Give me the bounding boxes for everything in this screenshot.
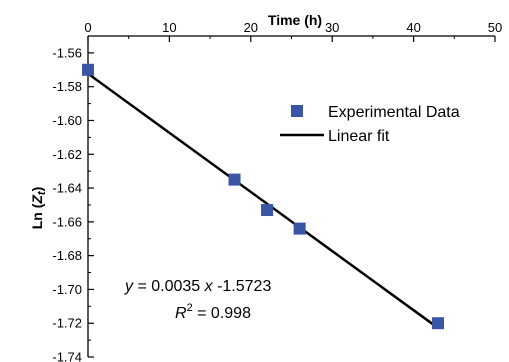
legend: Experimental Data Linear fit (280, 104, 460, 145)
y-tick-label: -1.74 (52, 350, 82, 362)
y-tick-label: -1.70 (52, 282, 82, 297)
legend-marker-experimental (291, 105, 303, 117)
x-tick-label: 50 (488, 20, 502, 35)
fit-layer (87, 72, 439, 329)
y-tick-label: -1.62 (52, 147, 82, 162)
y-tick-label: -1.72 (52, 316, 82, 331)
fit-equation-y: y (124, 278, 134, 295)
y-tick-label: -1.58 (52, 79, 82, 94)
r-squared: R2 = 0.998 (175, 302, 251, 322)
r-squared-tail: = 0.998 (193, 305, 251, 322)
legend-label-fit: Linear fit (328, 128, 390, 145)
fit-equation-mid: = 0.0035 (133, 278, 205, 295)
data-point (228, 173, 241, 186)
y-tick-label: -1.68 (52, 248, 82, 263)
fit-equation-tail: -1.5723 (213, 278, 272, 295)
legend-label-experimental: Experimental Data (328, 104, 460, 121)
y-axis-title-sub: t (36, 190, 48, 195)
x-tick-label: 30 (325, 20, 339, 35)
y-tick-label: -1.60 (52, 113, 82, 128)
y-axis-title-close: ) (29, 187, 45, 192)
x-tick-label: 20 (244, 20, 258, 35)
data-point (261, 204, 274, 217)
y-tick-label: -1.56 (52, 45, 82, 60)
fit-line (87, 72, 439, 329)
r-squared-letter: R (175, 305, 187, 322)
x-tick-label: 0 (84, 20, 91, 35)
axes: 0 10 20 30 40 50 -1.56 -1.58 -1.60 -1.62 -1.64 -1.6… (52, 20, 502, 362)
data-point (432, 317, 445, 330)
data-point (293, 222, 306, 235)
y-axis-title: Ln (Zt) (29, 187, 48, 230)
y-tick-label: -1.66 (52, 214, 82, 229)
r-squared-sup: 2 (187, 302, 193, 314)
x-tick-label: 40 (406, 20, 420, 35)
y-axis-title-var: Z (29, 195, 45, 205)
data-point (82, 63, 94, 76)
points-layer (82, 63, 445, 330)
fit-equation-x: x (204, 278, 214, 295)
x-axis-title: Time (h) (268, 12, 322, 28)
x-tick-label: 10 (162, 20, 176, 35)
fit-equation: y = 0.0035 x -1.5723 (124, 278, 271, 295)
y-tick-label: -1.64 (52, 181, 82, 196)
y-axis-title-main: Ln ( (29, 203, 45, 229)
